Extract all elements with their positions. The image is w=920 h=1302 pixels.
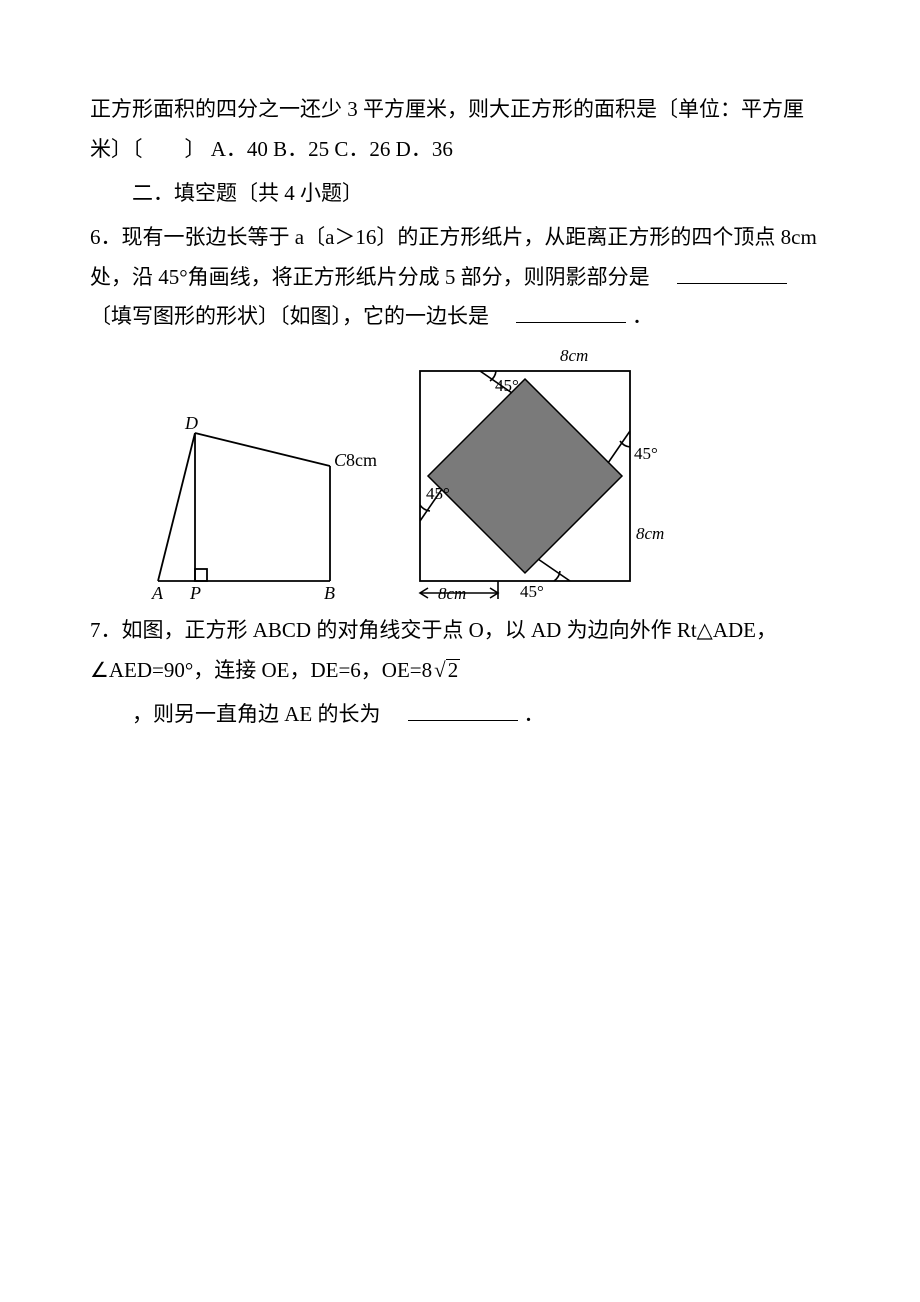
q6-text: 6．现有一张边长等于 a〔a＞16〕的正方形纸片，从距离正方形的四个顶点 8cm… (90, 218, 830, 338)
q6-figure-left: D C8cm A P B (150, 411, 380, 601)
fig1-label-B: B (324, 583, 335, 601)
fig1-label-D: D (184, 413, 198, 433)
q5-tail: 正方形面积的四分之一还少 3 平方厘米，则大正方形的面积是〔单位：平方厘米〕〔 … (90, 90, 830, 170)
q6-blank-1 (677, 262, 787, 284)
fig2-label-45-l: 45° (426, 484, 450, 503)
section-2-title: 二．填空题〔共 4 小题〕 (90, 174, 830, 214)
q7-part2: ，则另一直角边 AE 的长为 (132, 702, 402, 726)
fig1-label-8cm: 8cm (346, 450, 377, 470)
q6-figure-right: 8cm 45° 45° 45° 45° 8cm 8cm (380, 341, 680, 601)
fig2-label-8cm-right: 8cm (636, 524, 664, 543)
q7-text-line2: ，则另一直角边 AE 的长为 ． (90, 695, 830, 735)
svg-text:C8cm: C8cm (334, 450, 377, 470)
q7-text-line1: 7．如图，正方形 ABCD 的对角线交于点 O，以 AD 为边向外作 Rt△AD… (90, 611, 830, 691)
fig2-label-45-tl: 45° (495, 376, 519, 395)
q6-end: ． (632, 304, 653, 328)
q7-blank (408, 699, 518, 721)
sqrt-symbol: 2 (432, 651, 460, 691)
q7-end: ． (524, 702, 545, 726)
fig1-label-P: P (189, 583, 201, 601)
fig1-label-A: A (151, 583, 164, 601)
fig2-label-8cm-bottom: 8cm (438, 584, 466, 601)
fig2-label-8cm-top: 8cm (560, 346, 588, 365)
q6-note: 〔填写图形的形状〕〔如图〕，它的一边长是 (90, 304, 510, 328)
sqrt-value: 2 (446, 659, 461, 681)
fig2-label-45-r: 45° (634, 444, 658, 463)
q6-blank-2 (516, 301, 626, 323)
q6-figures: D C8cm A P B (150, 341, 830, 601)
fig2-label-45-b: 45° (520, 582, 544, 601)
